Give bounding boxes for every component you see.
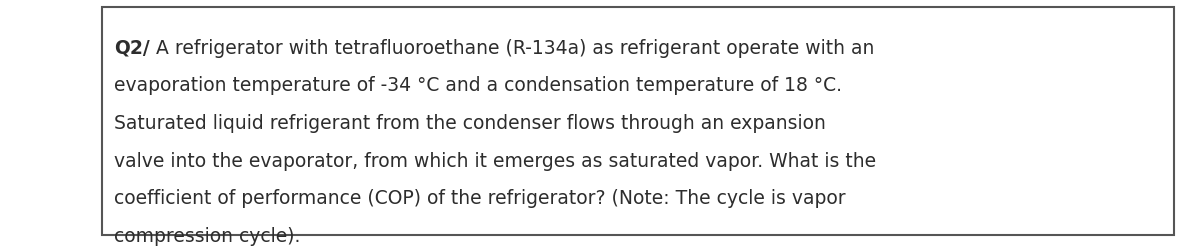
Text: Q2/: Q2/ [114, 39, 150, 58]
Text: coefficient of performance (COP) of the refrigerator? (Note: The cycle is vapor: coefficient of performance (COP) of the … [114, 189, 846, 208]
Text: A refrigerator with tetrafluoroethane (R-134a) as refrigerant operate with an: A refrigerator with tetrafluoroethane (R… [150, 39, 874, 58]
Text: evaporation temperature of -34 °C and a condensation temperature of 18 °C.: evaporation temperature of -34 °C and a … [114, 76, 842, 95]
FancyBboxPatch shape [102, 7, 1174, 235]
Text: compression cycle).: compression cycle). [114, 227, 300, 246]
Text: Saturated liquid refrigerant from the condenser flows through an expansion: Saturated liquid refrigerant from the co… [114, 114, 826, 133]
Text: valve into the evaporator, from which it emerges as saturated vapor. What is the: valve into the evaporator, from which it… [114, 152, 876, 171]
